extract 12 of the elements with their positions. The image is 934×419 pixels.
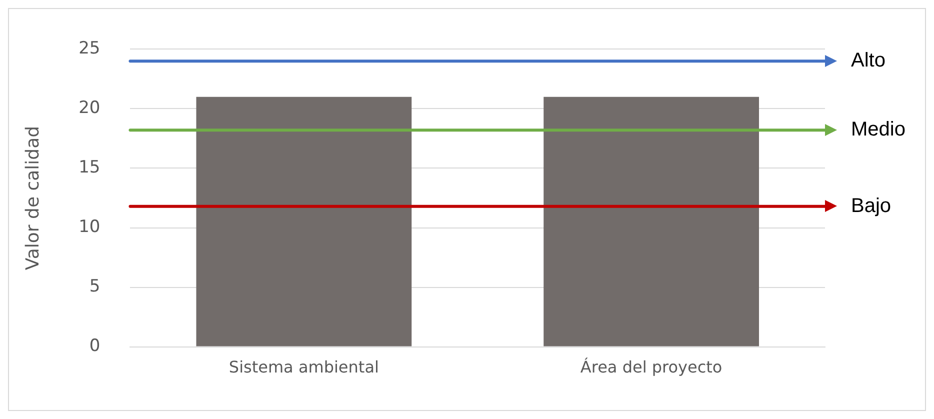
y-tick-label: 5 — [89, 276, 100, 297]
y-tick-label: 0 — [89, 336, 100, 356]
x-tick-label: Área del proyecto — [580, 358, 722, 377]
x-tick-label: Sistema ambiental — [228, 358, 379, 377]
y-tick-label: 25 — [78, 38, 100, 59]
y-axis-title: Valor de calidad — [22, 126, 44, 270]
ref-line-label: Alto — [851, 50, 886, 72]
y-tick-label: 20 — [78, 98, 100, 118]
ref-line-label: Medio — [851, 118, 906, 141]
y-tick-label: 15 — [78, 158, 100, 178]
ref-line-label: Bajo — [851, 194, 892, 217]
y-tick-label: 10 — [78, 217, 100, 238]
